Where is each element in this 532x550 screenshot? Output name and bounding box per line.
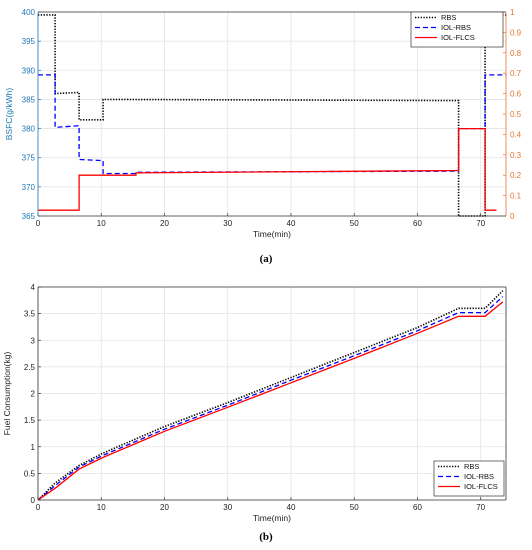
y-tick-label: 2	[31, 390, 36, 399]
legend-label: RBS	[441, 13, 456, 22]
y2-tick-label: 0.9	[510, 28, 522, 37]
y2-tick-label: 0.5	[510, 110, 522, 119]
x-tick-label: 70	[476, 219, 485, 228]
x-axis-label: Time(min)	[253, 229, 291, 239]
x-tick-label: 0	[36, 503, 41, 512]
y-tick-label: 3	[31, 336, 36, 345]
x-tick-label: 20	[160, 503, 169, 512]
x-tick-label: 60	[413, 503, 422, 512]
y-tick-label: 375	[22, 154, 36, 163]
fuel-consumption-chart: 0 10 20 30 40 50 60 70 0 0.5 1 1.5 2 2.5 3 3.5 4 Time(min…	[2, 283, 507, 523]
y-tick-label: 390	[22, 66, 36, 75]
caption-b: (b)	[259, 531, 273, 543]
y2-tick-label: 0.8	[510, 49, 522, 58]
x-tick-label: 30	[223, 219, 232, 228]
y-tick-label: 0	[31, 496, 36, 505]
y-tick-label: 370	[22, 183, 36, 192]
series-line-rbs	[37, 290, 504, 501]
series-line-iol-rbs	[37, 296, 504, 501]
y2-tick-label: 1	[510, 8, 515, 17]
y2-tick-label: 0.3	[510, 151, 522, 160]
x-tick-label: 20	[160, 219, 169, 228]
legend-label: IOL-RBS	[441, 23, 471, 32]
bsfc-chart: 0 10 20 30 40 50 60 703653703753803853903954000…	[4, 8, 522, 239]
y-tick-label: 4	[31, 283, 36, 292]
y2-tick-label: 0	[510, 212, 515, 221]
x-tick-label: 50	[350, 219, 359, 228]
legend-box	[433, 460, 505, 497]
y-axis-label: BSFC(g/kWh)	[4, 88, 14, 141]
y-tick-label: 1	[31, 443, 36, 452]
caption-a: (a)	[259, 253, 273, 265]
y-tick-label: 400	[22, 8, 36, 17]
legend-label: IOL-FLCS	[464, 482, 498, 491]
y2-tick-label: 0.7	[510, 69, 522, 78]
x-tick-label: 40	[287, 503, 296, 512]
y-axis-label: Fuel Consumption(kg)	[2, 352, 12, 436]
x-axis-label: Time(min)	[253, 513, 291, 523]
series-line-iol-flcs	[38, 127, 497, 211]
y2-tick-label: 0.4	[510, 130, 522, 139]
x-tick-label: 10	[97, 219, 106, 228]
y2-tick-label: 0.2	[510, 171, 522, 180]
x-tick-label: 30	[223, 503, 232, 512]
series-line-iol-flcs	[37, 301, 504, 501]
y-tick-label: 395	[22, 37, 36, 46]
y-tick-label: 365	[22, 212, 36, 221]
x-tick-label: 0	[36, 219, 41, 228]
legend-label: RBS	[464, 462, 479, 471]
y2-tick-label: 0.6	[510, 90, 522, 99]
y-tick-label: 2.5	[24, 363, 36, 372]
y-tick-label: 385	[22, 95, 36, 104]
y-tick-label: 380	[22, 125, 36, 134]
legend-label: IOL-FLCS	[441, 33, 475, 42]
y2-tick-label: 0.1	[510, 192, 522, 201]
x-tick-label: 60	[413, 219, 422, 228]
x-tick-label: 70	[476, 503, 485, 512]
y-tick-label: 0.5	[24, 469, 36, 478]
y-tick-label: 1.5	[24, 416, 36, 425]
y-tick-label: 3.5	[24, 310, 36, 319]
legend-label: IOL-RBS	[464, 472, 494, 481]
x-tick-label: 40	[287, 219, 296, 228]
x-tick-label: 50	[350, 503, 359, 512]
x-tick-label: 10	[97, 503, 106, 512]
